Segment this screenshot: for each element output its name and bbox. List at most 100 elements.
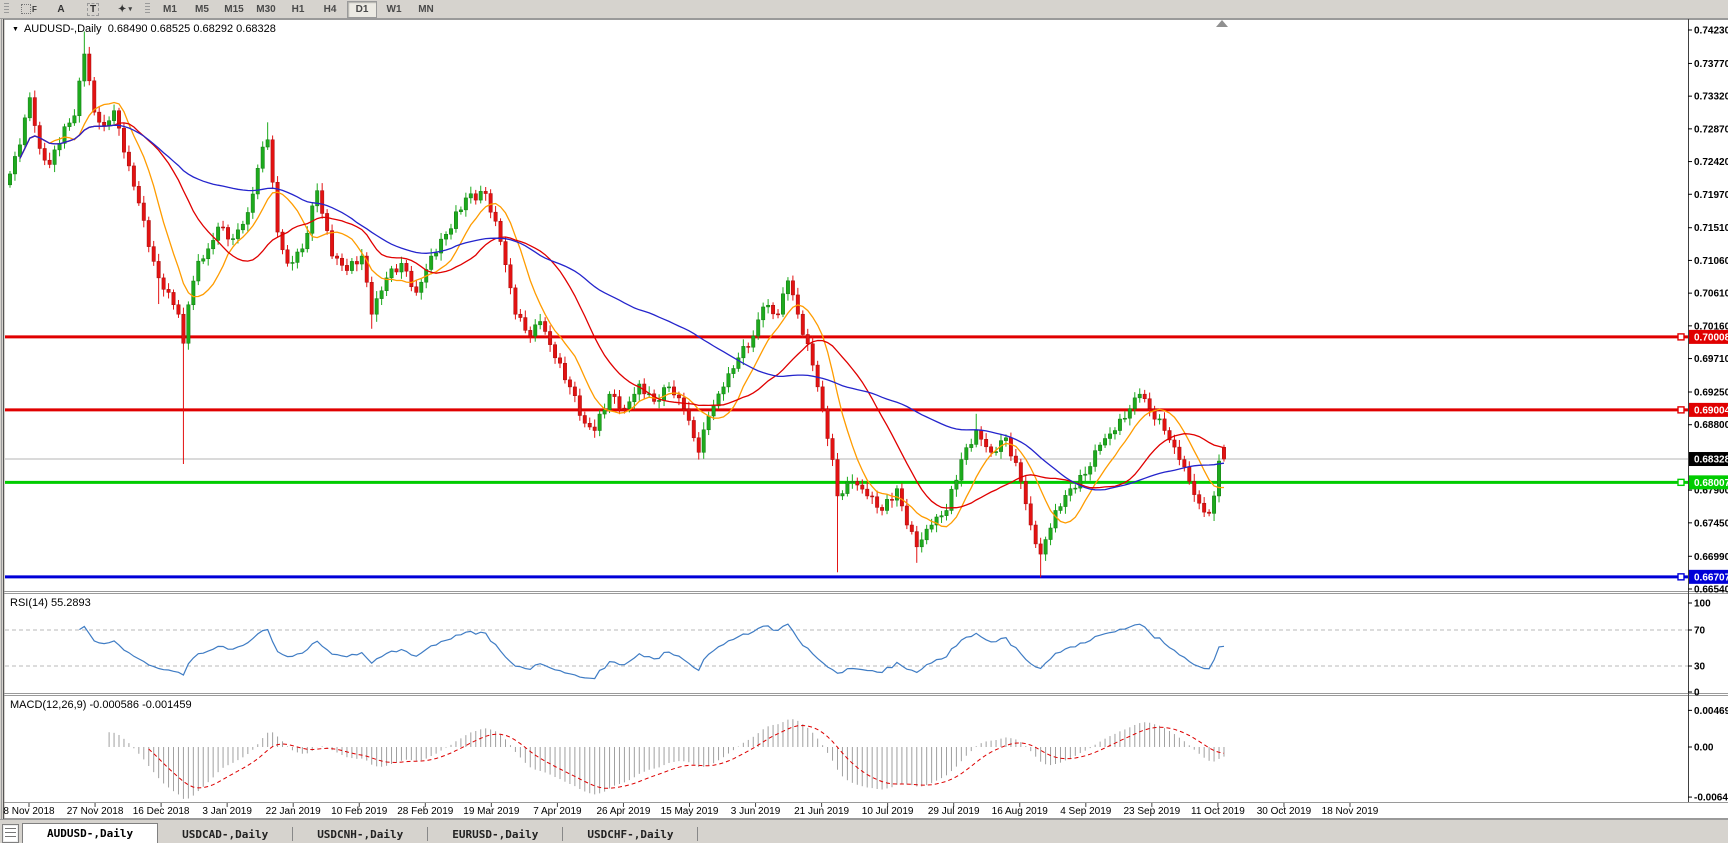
timeframe-button-m5[interactable]: M5 [195, 3, 209, 15]
price-tick-label: 0.69710 [1694, 354, 1728, 365]
macd-values: -0.000586 -0.001459 [89, 699, 192, 711]
shapes-glyph: ✦ [118, 3, 127, 15]
svg-text:0.68007: 0.68007 [1694, 478, 1728, 489]
date-tick-label: 3 Jan 2019 [202, 806, 252, 817]
text-t-label: T [86, 2, 100, 16]
date-tick-label: 22 Jan 2019 [266, 806, 321, 817]
chart-tabs: AUDUSD-,Daily USDCAD-,Daily USDCNH-,Daily E… [22, 823, 699, 843]
toolbar-grip-2[interactable] [145, 3, 150, 15]
font-a-icon[interactable]: A [46, 1, 76, 18]
price-tick-label: 0.66540 [1694, 584, 1728, 595]
svg-text:0.68328: 0.68328 [1694, 455, 1728, 466]
timeframe-button-m15[interactable]: M15 [224, 3, 244, 15]
svg-text:0.00: 0.00 [1694, 743, 1714, 754]
current-price-label: 0.68328 [1689, 452, 1728, 467]
text-t-icon[interactable]: T [78, 1, 108, 18]
moving-average-55 [19, 124, 1225, 491]
chart-tab-audusd[interactable]: AUDUSD-,Daily [22, 823, 159, 843]
price-tick-label: 0.74230 [1694, 26, 1728, 37]
date-tick-label: 21 Jun 2019 [794, 806, 849, 817]
level-handle[interactable] [1677, 406, 1685, 414]
chart-dropdown-icon[interactable]: ▼ [12, 26, 19, 33]
shapes-icon[interactable]: ✦ ▾ [110, 1, 140, 18]
timeframe-button-h1[interactable]: H1 [291, 3, 305, 15]
tab-divider [562, 827, 564, 841]
date-tick-label: 16 Aug 2019 [992, 806, 1049, 817]
timeframe-button-m30[interactable]: M30 [256, 3, 276, 15]
date-tick-label: 10 Jul 2019 [862, 806, 914, 817]
date-tick-label: 3 Jun 2019 [731, 806, 781, 817]
rsi-label: RSI(14) 55.2893 [10, 597, 91, 609]
date-tick-label: 30 Oct 2019 [1257, 806, 1312, 817]
date-tick-label: 7 Apr 2019 [533, 806, 582, 817]
date-tick-label: 10 Feb 2019 [331, 806, 388, 817]
macd-panel: 0.004696 0.00 -0.00642 [108, 706, 1728, 804]
timeframe-button-group: M1 M5 M15 M30 H1 H4 D1 W1 MN [154, 0, 442, 18]
tab-divider [427, 827, 429, 841]
timeframe-button-m1[interactable]: M1 [163, 3, 177, 15]
ohlc-values: 0.68490 0.68525 0.68292 0.68328 [107, 23, 276, 35]
price-axis: 0.74230 0.73770 0.73320 0.72870 0.72420 0.719… [1688, 26, 1728, 595]
date-tick-label: 18 Nov 2019 [1322, 806, 1379, 817]
svg-text:0.004696: 0.004696 [1694, 706, 1728, 717]
chart-shift-marker-icon[interactable] [1216, 20, 1228, 27]
chart-tab-usdchf[interactable]: USDCHF-,Daily [587, 828, 674, 841]
rsi-name: RSI(14) [10, 597, 48, 609]
price-tick-label: 0.70610 [1694, 289, 1728, 300]
price-tick-label: 0.69250 [1694, 387, 1728, 398]
date-axis: 8 Nov 2018 27 Nov 2018 16 Dec 2018 3 Jan 20… [3, 803, 1379, 817]
candles-series [8, 31, 1226, 578]
chart-title: ▼ AUDUSD-,Daily 0.68490 0.68525 0.68292 0… [12, 23, 276, 35]
svg-text:0.66707: 0.66707 [1694, 572, 1728, 583]
svg-text:-0.00642: -0.00642 [1694, 793, 1728, 804]
panel-separators[interactable] [4, 19, 1728, 819]
rsi-panel: 100 70 30 0 [5, 599, 1711, 699]
macd-histogram [108, 719, 1225, 799]
macd-label: MACD(12,26,9) -0.000586 -0.001459 [10, 699, 192, 711]
timeframe-button-h4[interactable]: H4 [323, 3, 337, 15]
font-a-label: A [57, 3, 65, 15]
price-tick-label: 0.71510 [1694, 223, 1728, 234]
dotted-box-icon [21, 4, 32, 14]
date-tick-label: 19 Mar 2019 [463, 806, 520, 817]
resistance-line-label: 0.70008 [1689, 329, 1728, 344]
date-tick-label: 8 Nov 2018 [3, 806, 55, 817]
chevron-down-icon: ▾ [128, 6, 132, 13]
timeframe-button-d1[interactable]: D1 [347, 0, 377, 18]
horizontal-level-lines[interactable] [5, 333, 1688, 581]
svg-text:0.69004: 0.69004 [1694, 405, 1728, 416]
chart-tab-eurusd[interactable]: EURUSD-,Daily [452, 828, 539, 841]
resistance-line-label: 0.69004 [1689, 402, 1728, 417]
window-list-icon[interactable] [2, 824, 19, 843]
date-tick-label: 26 Apr 2019 [596, 806, 650, 817]
price-tick-label: 0.72870 [1694, 124, 1728, 135]
price-tick-label: 0.73320 [1694, 92, 1728, 103]
date-tick-label: 29 Jul 2019 [928, 806, 980, 817]
price-tick-label: 0.70160 [1694, 321, 1728, 332]
grid-f-icon[interactable]: F [14, 1, 44, 18]
tab-divider [697, 827, 699, 841]
date-tick-label: 27 Nov 2018 [67, 806, 124, 817]
level-handle[interactable] [1677, 478, 1685, 487]
chart-tab-usdcnh[interactable]: USDCNH-,Daily [317, 828, 404, 841]
chart-tab-usdcad[interactable]: USDCAD-,Daily [182, 828, 269, 841]
price-tick-label: 0.71970 [1694, 190, 1728, 201]
tab-divider [292, 827, 294, 841]
support-line-label: 0.68007 [1689, 475, 1728, 490]
timeframe-button-mn[interactable]: MN [418, 3, 434, 15]
toolbar-grip[interactable] [4, 3, 9, 15]
timeframe-button-w1[interactable]: W1 [386, 3, 402, 15]
svg-text:0.70008: 0.70008 [1694, 332, 1728, 343]
date-tick-label: 15 May 2019 [661, 806, 719, 817]
date-tick-label: 23 Sep 2019 [1123, 806, 1180, 817]
moving-average-22 [19, 122, 1225, 509]
date-tick-label: 16 Dec 2018 [133, 806, 190, 817]
date-tick-label: 28 Feb 2019 [397, 806, 454, 817]
chart-background [5, 19, 1728, 819]
level-handle[interactable] [1677, 333, 1685, 341]
price-tick-label: 0.67450 [1694, 518, 1728, 529]
moving-average-9 [19, 101, 1225, 528]
level-handle[interactable] [1677, 573, 1685, 581]
